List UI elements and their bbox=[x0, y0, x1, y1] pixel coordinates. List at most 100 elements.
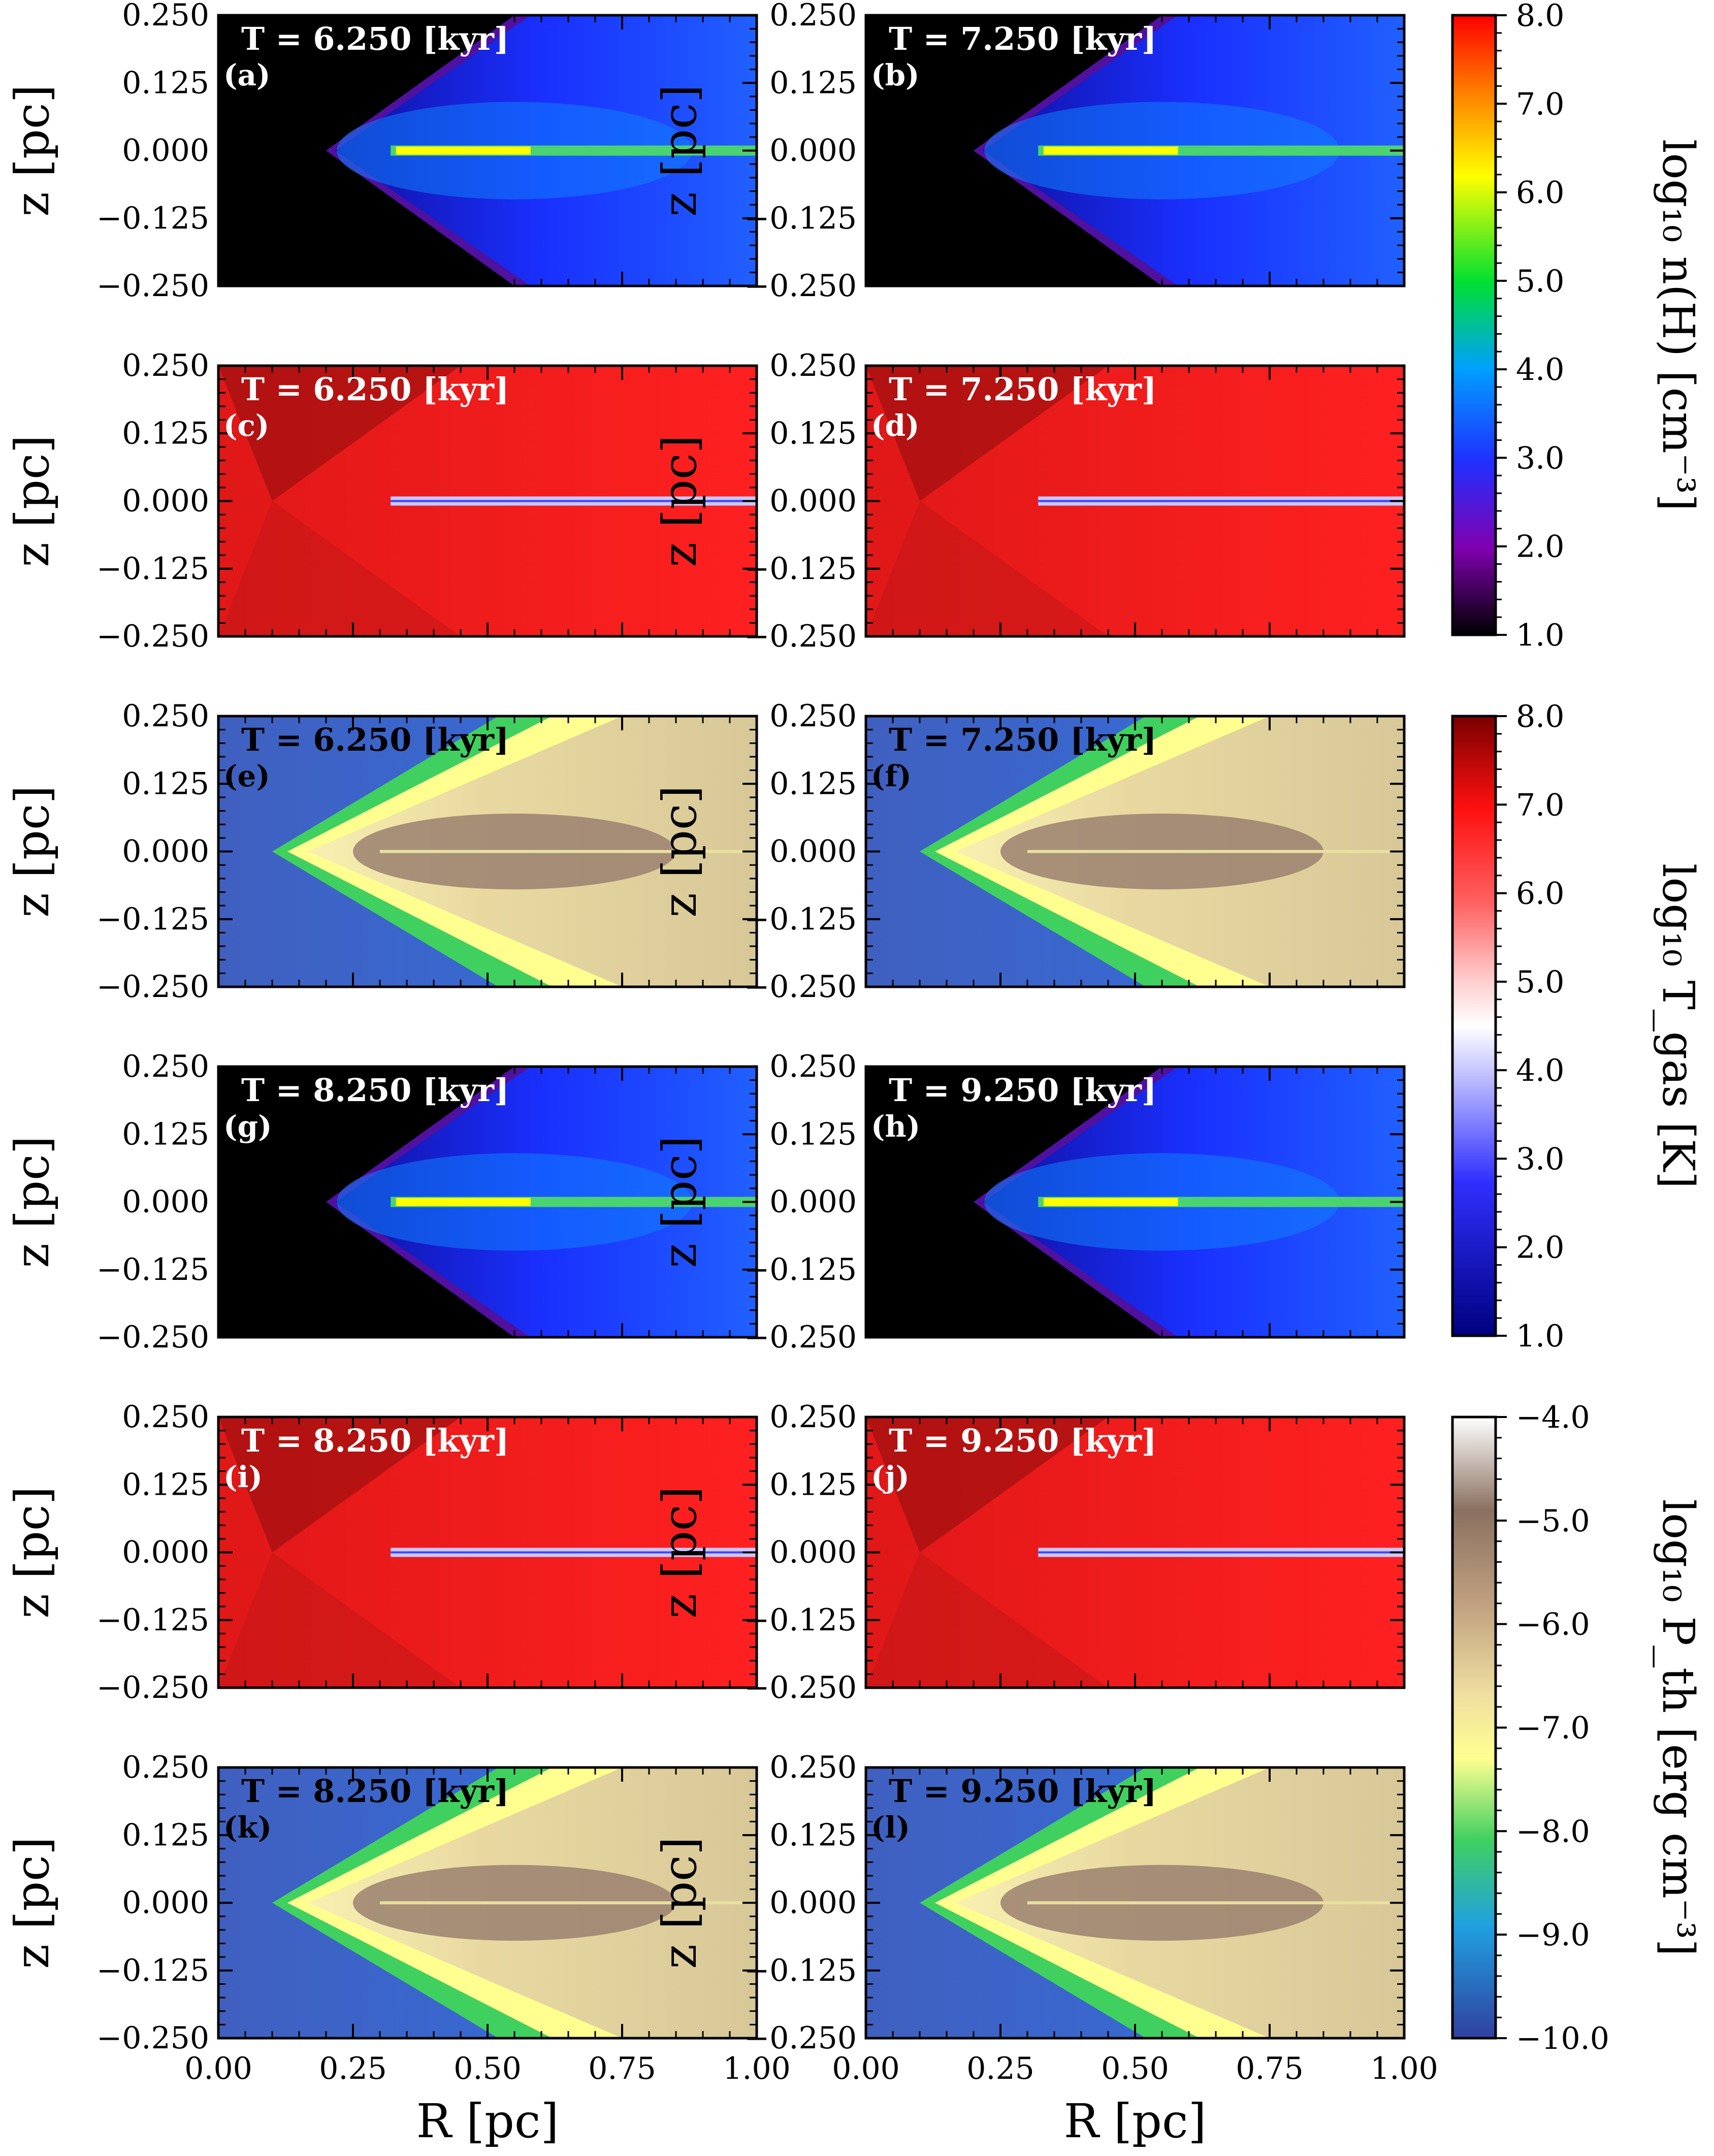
y-tick-label: −0.125 bbox=[744, 551, 857, 587]
panel-k: 0.00 0.25 0.50 0.75 1.00 0.250 0.125 0.000 −0.12… bbox=[5, 1750, 791, 2148]
colorbar-tick-label: 5.0 bbox=[1516, 264, 1564, 299]
y-tick-label: 0.250 bbox=[769, 348, 857, 383]
colorbar-tick-label: 6.0 bbox=[1516, 876, 1564, 912]
colorbar-tick-label: −5.0 bbox=[1516, 1503, 1590, 1539]
y-axis-label: z [pc] bbox=[653, 85, 707, 217]
dense-core bbox=[396, 146, 531, 155]
panel-label: (g) bbox=[223, 1109, 272, 1144]
colorbar-density: 8.0 7.0 6.0 5.0 4.0 3.0 2.0 1.0 log₁₀ n(H) [cm⁻³… bbox=[1451, 0, 1703, 653]
midplane-line bbox=[1038, 1551, 1404, 1554]
y-tick-label: −0.125 bbox=[96, 201, 209, 236]
colorbar-tick-label: 6.0 bbox=[1516, 175, 1564, 211]
colorbar-tick-label: 8.0 bbox=[1516, 699, 1564, 734]
y-axis-label: z [pc] bbox=[5, 85, 59, 217]
y-tick-label: −0.125 bbox=[744, 902, 857, 937]
y-tick-label: −0.250 bbox=[96, 1670, 209, 1706]
midplane-line bbox=[380, 850, 757, 853]
y-tick-label: 0.125 bbox=[122, 1116, 209, 1152]
panel-i: 0.250 0.125 0.000 −0.125 −0.250 z [pc] T = 8.2… bbox=[5, 1399, 758, 1706]
x-tick-label: 0.00 bbox=[184, 2051, 252, 2086]
y-tick-label: 0.125 bbox=[769, 766, 857, 801]
colorbar-tick-label: 1.0 bbox=[1516, 618, 1564, 653]
panel-time: T = 8.250 [kyr] bbox=[241, 1072, 509, 1109]
colorbar-tick-label: 4.0 bbox=[1516, 1053, 1564, 1088]
panel-label: (l) bbox=[871, 1810, 910, 1845]
y-tick-label: 0.125 bbox=[769, 1116, 857, 1152]
y-tick-label: 0.250 bbox=[122, 348, 209, 383]
colorbar-label: log₁₀ T_gas [K] bbox=[1653, 863, 1703, 1188]
y-tick-label: −0.250 bbox=[744, 969, 857, 1005]
colorbar-temperature: 8.0 7.0 6.0 5.0 4.0 3.0 2.0 1.0 log₁₀ T_gas [K] bbox=[1451, 699, 1703, 1354]
panel-time: T = 7.250 [kyr] bbox=[889, 20, 1156, 57]
x-tick-label: 0.75 bbox=[588, 2051, 656, 2086]
y-tick-label: −0.125 bbox=[96, 1602, 209, 1638]
y-tick-label: −0.250 bbox=[96, 969, 209, 1005]
y-tick-label: −0.125 bbox=[744, 1252, 857, 1288]
panel-e: 0.250 0.125 0.000 −0.125 −0.250 z [pc] T = 6.2… bbox=[5, 698, 758, 1005]
cool-wedge bbox=[866, 366, 1108, 501]
panel-time: T = 9.250 [kyr] bbox=[889, 1773, 1156, 1810]
panel-time: T = 7.250 [kyr] bbox=[889, 721, 1156, 758]
midplane-line bbox=[1027, 850, 1404, 853]
midplane-line bbox=[391, 1551, 757, 1554]
panel-a: 0.250 0.125 0.000 −0.125 −0.250 z [pc] T = 6.2… bbox=[5, 0, 758, 304]
colorbar-gradient bbox=[1451, 715, 1497, 1337]
cool-wedge-lower bbox=[218, 1552, 461, 1688]
y-axis-label: z [pc] bbox=[653, 786, 707, 918]
panel-label: (c) bbox=[223, 408, 269, 443]
y-tick-label: 0.125 bbox=[122, 766, 209, 801]
y-tick-label: 0.250 bbox=[122, 0, 209, 33]
colorbar-tick-label: 5.0 bbox=[1516, 964, 1564, 1000]
colorbar-pressure: −4.0 −5.0 −6.0 −7.0 −8.0 −9.0 −10.0 log₁₀ P_th … bbox=[1451, 1400, 1703, 2056]
y-tick-label: 0.250 bbox=[769, 698, 857, 734]
colorbar-gradient bbox=[1451, 14, 1497, 636]
colorbar-tick-label: −6.0 bbox=[1516, 1607, 1590, 1643]
colorbar-tick-label: −10.0 bbox=[1516, 2021, 1609, 2056]
y-tick-label: 0.250 bbox=[769, 1399, 857, 1435]
y-tick-label: 0.000 bbox=[769, 834, 857, 870]
y-tick-label: 0.125 bbox=[769, 1467, 857, 1502]
dense-core bbox=[396, 1198, 531, 1206]
y-tick-label: −0.250 bbox=[744, 619, 857, 654]
y-tick-label: 0.000 bbox=[769, 1184, 857, 1220]
panel-j: 0.250 0.125 0.000 −0.125 −0.250 z [pc] T = 9.2… bbox=[653, 1399, 1406, 1706]
colorbar-label: log₁₀ P_th [erg cm⁻³] bbox=[1653, 1499, 1703, 1956]
panel-l: 0.00 0.25 0.50 0.75 1.00 0.250 0.125 0.000 −0.12… bbox=[653, 1750, 1438, 2148]
y-tick-label: 0.250 bbox=[122, 1399, 209, 1435]
y-tick-label: 0.000 bbox=[769, 1535, 857, 1570]
dense-core bbox=[1043, 1198, 1178, 1206]
panel-time: T = 6.250 [kyr] bbox=[241, 20, 509, 57]
y-tick-label: 0.125 bbox=[769, 1817, 857, 1853]
y-tick-label: −0.250 bbox=[96, 1320, 209, 1355]
y-tick-label: 0.250 bbox=[769, 1049, 857, 1084]
y-tick-label: −0.250 bbox=[744, 2020, 857, 2056]
y-tick-label: −0.125 bbox=[96, 1953, 209, 1988]
y-tick-label: 0.000 bbox=[769, 484, 857, 519]
y-tick-label: 0.000 bbox=[122, 1885, 209, 1921]
colorbar-tick-label: 8.0 bbox=[1516, 0, 1564, 34]
panel-time: T = 6.250 [kyr] bbox=[241, 371, 509, 408]
x-tick-label: 0.50 bbox=[1101, 2051, 1169, 2086]
y-tick-label: −0.250 bbox=[96, 2020, 209, 2056]
panel-time: T = 7.250 [kyr] bbox=[889, 371, 1156, 408]
panel-label: (i) bbox=[223, 1460, 263, 1494]
colorbar-tick-label: −9.0 bbox=[1516, 1917, 1590, 1953]
midplane-line bbox=[391, 500, 757, 502]
dense-core bbox=[1043, 146, 1178, 155]
y-tick-label: −0.250 bbox=[96, 268, 209, 304]
y-tick-label: −0.125 bbox=[96, 1252, 209, 1288]
midplane-line bbox=[1027, 1901, 1404, 1905]
y-tick-label: 0.000 bbox=[769, 133, 857, 169]
x-axis-label: R [pc] bbox=[416, 2094, 559, 2148]
y-tick-label: 0.250 bbox=[769, 1750, 857, 1785]
y-axis-label: z [pc] bbox=[5, 1837, 59, 1969]
colorbar-tick-label: 2.0 bbox=[1516, 1230, 1564, 1266]
x-tick-label: 0.50 bbox=[454, 2051, 522, 2086]
y-axis-label: z [pc] bbox=[653, 1136, 707, 1268]
panel-label: (j) bbox=[871, 1460, 910, 1494]
panel-time: T = 9.250 [kyr] bbox=[889, 1422, 1156, 1459]
panel-d: 0.250 0.125 0.000 −0.125 −0.250 z [pc] T = 7.2… bbox=[653, 348, 1406, 654]
y-tick-label: 0.125 bbox=[122, 1467, 209, 1502]
panel-label: (e) bbox=[223, 759, 270, 793]
y-tick-label: −0.250 bbox=[744, 1670, 857, 1706]
